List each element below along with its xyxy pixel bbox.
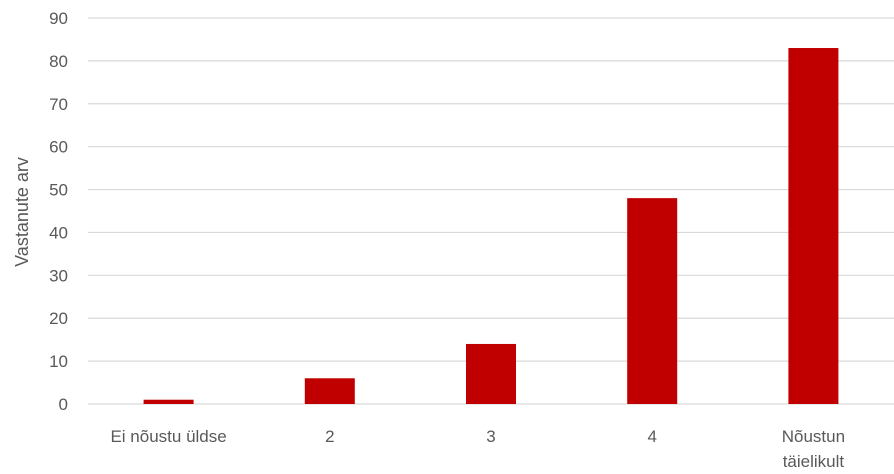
x-category-label: Nõustun täielikult (782, 427, 845, 471)
bar (304, 378, 355, 404)
x-category-label: 3 (486, 427, 495, 446)
x-category-label: 2 (325, 427, 334, 446)
y-tick-label: 40 (49, 223, 68, 242)
y-tick-label: 60 (49, 138, 68, 157)
y-tick-label: 80 (49, 52, 68, 71)
bar (788, 48, 839, 405)
y-tick-label: 30 (49, 266, 68, 285)
x-category-label: Ei nõustu üldse (110, 427, 226, 446)
y-tick-label: 90 (49, 9, 68, 28)
y-tick-label: 10 (49, 352, 68, 371)
y-tick-label: 50 (49, 181, 68, 200)
bar (627, 198, 678, 404)
bars (143, 48, 839, 405)
bar (143, 399, 194, 404)
y-axis-label: Vastanute arv (12, 157, 32, 267)
y-tick-label: 20 (49, 309, 68, 328)
x-axis-category-labels: Ei nõustu üldse 2 3 4 Nõustun täielikult (110, 427, 845, 471)
gridlines (88, 17, 894, 405)
y-axis-tick-labels: 0 10 20 30 40 50 60 70 80 90 (49, 9, 68, 414)
y-tick-label: 70 (49, 95, 68, 114)
x-category-label: 4 (647, 427, 656, 446)
y-tick-label: 0 (59, 395, 68, 414)
bar (466, 343, 516, 404)
